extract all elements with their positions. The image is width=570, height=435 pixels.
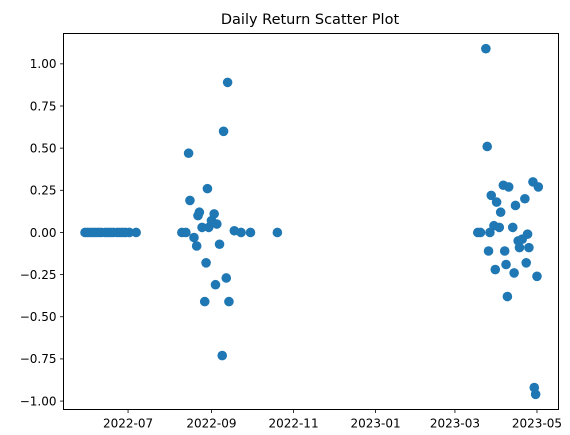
y-axis: 1.00 0.75 0.50 0.25 0.00 −0.25 −0.50 −0.75 −1.00 xyxy=(20,57,64,408)
data-point xyxy=(533,182,544,192)
x-tick-label: 2022-11 xyxy=(268,417,318,431)
y-tick-label: 0.50 xyxy=(30,141,57,155)
y-tick-label: 0.00 xyxy=(30,226,57,240)
x-axis: 2022-07 2022-09 2022-11 2023-01 2023-03 2023-… xyxy=(103,409,562,431)
data-point xyxy=(475,227,486,238)
plot-frame xyxy=(63,33,559,410)
x-tick-label: 2023-05 xyxy=(512,417,562,431)
chart-title: Daily Return Scatter Plot xyxy=(221,12,400,28)
data-point xyxy=(185,195,195,206)
data-point xyxy=(509,268,519,278)
data-point xyxy=(491,197,502,207)
y-tick-label: −0.75 xyxy=(20,352,57,366)
y-tick-label: −0.50 xyxy=(20,310,57,324)
data-point xyxy=(524,242,534,253)
data-point xyxy=(530,389,541,400)
data-point xyxy=(483,246,494,256)
data-point xyxy=(124,227,135,238)
data-point xyxy=(245,227,256,238)
y-tick-label: 0.75 xyxy=(30,99,57,113)
data-point xyxy=(521,258,532,268)
data-point xyxy=(514,242,525,253)
data-point xyxy=(210,279,221,290)
y-tick-label: 0.25 xyxy=(30,184,57,198)
data-point xyxy=(486,190,497,201)
data-point xyxy=(191,241,202,251)
plot-area xyxy=(63,33,559,410)
x-tick-label: 2022-07 xyxy=(103,417,153,431)
data-point xyxy=(499,246,510,256)
data-point xyxy=(217,350,228,361)
x-tick-label: 2022-09 xyxy=(186,417,236,431)
data-point xyxy=(201,258,211,268)
x-tick-label: 2023-03 xyxy=(430,417,480,431)
data-point xyxy=(522,229,533,239)
data-point xyxy=(221,273,232,283)
data-point xyxy=(494,222,505,233)
data-point xyxy=(236,227,246,238)
data-point xyxy=(520,193,530,204)
data-point xyxy=(503,182,514,192)
data-point xyxy=(183,148,194,159)
data-point xyxy=(495,207,506,218)
x-tick-label: 2023-01 xyxy=(350,417,400,431)
y-tick-label: 1.00 xyxy=(30,57,57,71)
data-point xyxy=(131,227,141,238)
data-point xyxy=(502,291,513,302)
data-point xyxy=(490,264,501,275)
data-point xyxy=(189,232,199,243)
data-point xyxy=(482,141,493,152)
data-point xyxy=(214,239,225,250)
data-point xyxy=(194,207,205,218)
data-point xyxy=(481,43,491,54)
data-point xyxy=(197,222,207,233)
data-point xyxy=(199,296,210,307)
data-points xyxy=(80,43,544,400)
data-point xyxy=(212,219,222,229)
data-point xyxy=(224,296,234,307)
data-point xyxy=(209,209,219,219)
y-tick-label: −1.00 xyxy=(20,394,57,408)
data-point xyxy=(181,227,191,238)
data-point xyxy=(507,222,518,233)
data-point xyxy=(222,77,233,88)
data-point xyxy=(202,183,213,194)
data-point xyxy=(218,126,229,137)
data-point xyxy=(510,200,521,211)
data-point xyxy=(272,227,283,238)
data-point xyxy=(501,259,511,270)
data-point xyxy=(532,271,542,282)
y-tick-label: −0.25 xyxy=(20,268,57,282)
